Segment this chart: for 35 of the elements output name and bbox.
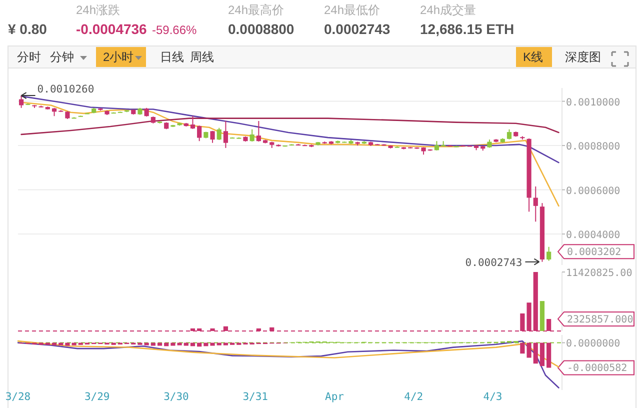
text: 2小时 — [103, 50, 134, 64]
x-tick-label: Apr — [325, 391, 344, 403]
text: 日线 — [160, 50, 184, 64]
y-tick-label: 0.0010000 — [566, 97, 620, 108]
text: 0.0002743 — [324, 21, 390, 37]
text: 24h最高价 — [228, 3, 284, 17]
text: 分时 — [17, 50, 41, 64]
text: 24h成交量 — [420, 3, 476, 17]
text: 分钟 — [50, 50, 74, 64]
text: 24h最低价 — [324, 3, 380, 17]
annotation: 0.0010260 — [37, 84, 94, 96]
annotation: 0.0003202 — [567, 247, 622, 258]
x-tick-label: 3/31 — [242, 391, 268, 403]
x-tick-label: 4/3 — [483, 391, 502, 403]
annotation: 0.0002743 — [465, 256, 522, 269]
text: 0.0008800 — [228, 21, 294, 37]
y-tick-label: 0.0006000 — [566, 186, 620, 197]
text: 深度图 — [565, 50, 601, 64]
text: 12,686.15 ETH — [420, 21, 514, 37]
text: -0.0004736 — [76, 21, 148, 37]
text: 周线 — [190, 50, 214, 64]
x-tick-label: 3/28 — [5, 391, 31, 403]
y-tick-label: 0.0004000 — [566, 230, 620, 242]
y-tick-label: -0.0000582 — [567, 363, 628, 374]
text: K线 — [523, 50, 544, 64]
y-tick-label: 2325857.000 — [567, 314, 634, 326]
y-tick-label: 11420825.00 — [566, 268, 632, 279]
y-tick-label: 0.0008000 — [566, 142, 620, 153]
text: ¥ 0.80 — [8, 21, 48, 37]
y-tick-label: 0.0000000 — [566, 338, 620, 350]
text: -59.66% — [152, 23, 198, 37]
text: 24h涨跌 — [76, 3, 120, 17]
x-tick-label: 4/2 — [404, 391, 424, 403]
x-tick-label: 3/29 — [84, 391, 110, 403]
x-tick-label: 3/30 — [164, 391, 189, 403]
